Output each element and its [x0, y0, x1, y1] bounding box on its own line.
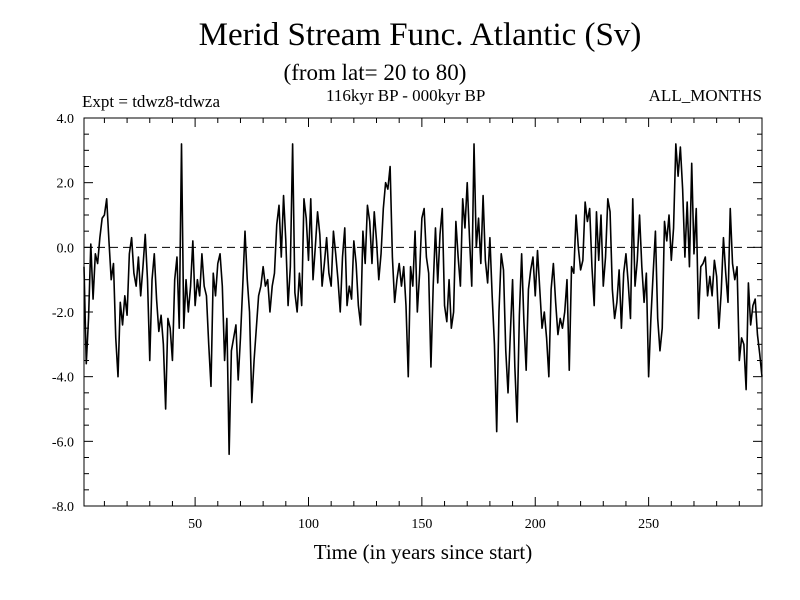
series-line-0: [83, 143, 763, 456]
y-tick-label: -6.0: [52, 435, 74, 450]
x-axis-label: Time (in years since start): [313, 540, 533, 564]
y-tick-label: -8.0: [52, 500, 74, 515]
y-tick-label: 4.0: [57, 112, 75, 127]
chart-title: Merid Stream Func. Atlantic (Sv): [198, 17, 642, 53]
y-tick-label: -4.0: [52, 371, 74, 386]
plot-frame: [83, 117, 763, 507]
y-tick-label: -2.0: [52, 306, 74, 321]
series-layer: [83, 143, 763, 456]
x-tick-label: 200: [525, 517, 546, 532]
x-tick-label: 100: [298, 517, 319, 532]
months-label: ALL_MONTHS: [648, 86, 762, 105]
tick-labels: 50 100 150 200 250 -8.0 -6.0 -4.0 -2.0 0.0 2.0 4.0: [52, 112, 659, 532]
x-tick-label: 150: [411, 517, 432, 532]
axis-ticks: [84, 117, 762, 507]
period-label: 116kyr BP - 000kyr BP: [326, 86, 486, 105]
x-tick-label: 250: [638, 517, 659, 532]
experiment-label: Expt = tdwz8-tdwza: [82, 92, 220, 111]
x-tick-label: 50: [188, 517, 202, 532]
chart-subtitle: (from lat= 20 to 80): [283, 60, 467, 85]
y-tick-label: 2.0: [57, 177, 75, 192]
y-tick-label: 0.0: [57, 241, 75, 256]
